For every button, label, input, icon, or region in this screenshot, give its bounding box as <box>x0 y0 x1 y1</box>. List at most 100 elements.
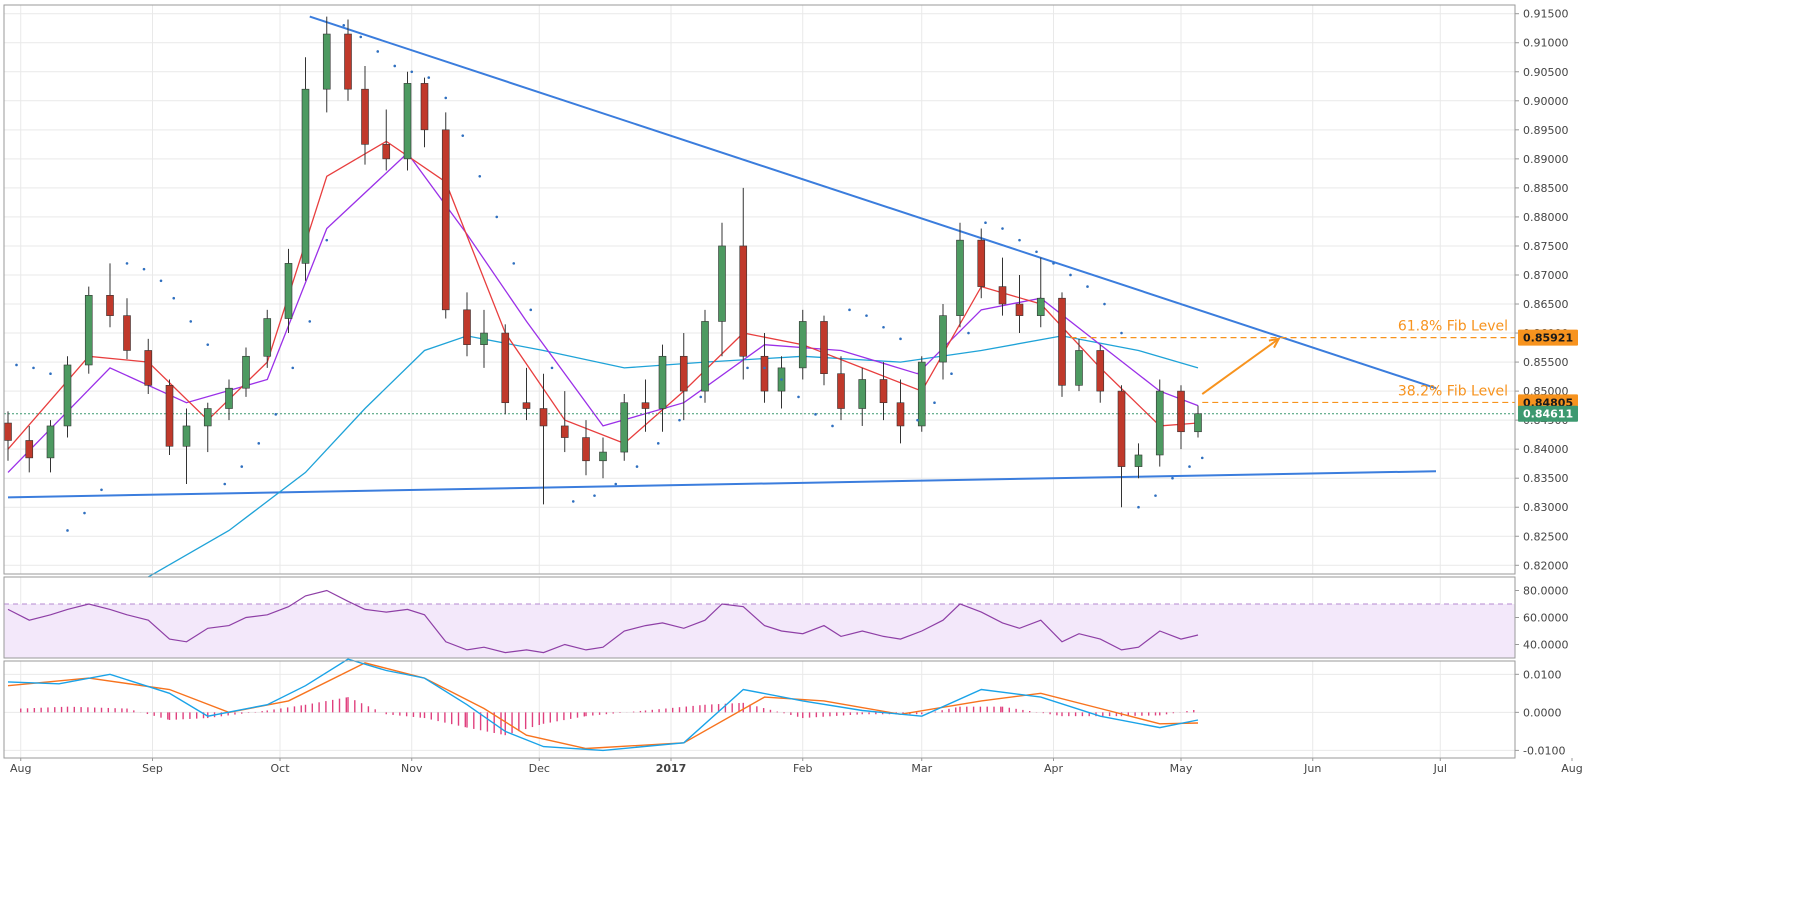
candle[interactable] <box>382 109 391 171</box>
candle-body[interactable] <box>463 309 471 345</box>
candle[interactable] <box>939 304 947 380</box>
candlestick-layer[interactable] <box>4 16 1202 508</box>
candle[interactable] <box>837 356 845 421</box>
candle[interactable] <box>739 187 748 380</box>
candle[interactable] <box>582 420 590 476</box>
candle-body[interactable] <box>420 83 429 131</box>
candle-body[interactable] <box>301 88 310 264</box>
candle-body[interactable] <box>582 437 590 462</box>
candle[interactable] <box>63 356 72 438</box>
candle-body[interactable] <box>242 355 250 389</box>
candle-body[interactable] <box>1194 413 1202 433</box>
candle-body[interactable] <box>1117 390 1126 467</box>
candle-body[interactable] <box>361 88 369 145</box>
candle[interactable] <box>1075 338 1083 392</box>
candle-body[interactable] <box>144 350 153 386</box>
candle[interactable] <box>501 324 510 415</box>
candle[interactable] <box>1194 405 1202 438</box>
candle[interactable] <box>344 19 352 101</box>
candle[interactable] <box>403 71 412 171</box>
candle-body[interactable] <box>25 440 34 459</box>
candle[interactable] <box>701 309 709 403</box>
candle-body[interactable] <box>123 315 131 351</box>
candle[interactable] <box>1096 344 1105 403</box>
candle[interactable] <box>917 356 926 432</box>
candle-body[interactable] <box>820 321 828 374</box>
candle[interactable] <box>620 394 629 461</box>
candle[interactable] <box>539 373 548 505</box>
candle[interactable] <box>225 379 233 421</box>
candle[interactable] <box>301 57 310 281</box>
candle-body[interactable] <box>165 385 174 447</box>
candle-body[interactable] <box>263 318 272 357</box>
candle[interactable] <box>123 298 131 360</box>
candle-body[interactable] <box>63 364 72 427</box>
candle-body[interactable] <box>84 295 93 366</box>
candle-body[interactable] <box>998 286 1007 305</box>
candle[interactable] <box>203 402 212 453</box>
candle-body[interactable] <box>1058 297 1066 386</box>
candle-body[interactable] <box>106 295 114 316</box>
candle[interactable] <box>1036 257 1045 328</box>
candle[interactable] <box>182 408 191 485</box>
candle-body[interactable] <box>225 387 233 409</box>
candle[interactable] <box>560 391 569 453</box>
candle-body[interactable] <box>658 355 667 409</box>
candle[interactable] <box>361 65 369 165</box>
candle[interactable] <box>1155 379 1164 467</box>
candle[interactable] <box>84 286 93 374</box>
candle-body[interactable] <box>718 245 726 322</box>
candle[interactable] <box>106 263 114 328</box>
candle-body[interactable] <box>599 451 607 462</box>
candle[interactable] <box>879 362 888 421</box>
candle[interactable] <box>263 309 272 368</box>
candle-body[interactable] <box>1015 303 1024 316</box>
candle[interactable] <box>46 420 55 473</box>
candle-body[interactable] <box>620 402 629 453</box>
candle[interactable] <box>858 367 867 426</box>
candle[interactable] <box>1058 292 1066 397</box>
candle-body[interactable] <box>4 422 12 441</box>
candle[interactable] <box>798 309 807 380</box>
candle[interactable] <box>242 347 250 397</box>
candle-body[interactable] <box>939 315 947 363</box>
candle[interactable] <box>1015 274 1024 334</box>
candle[interactable] <box>441 112 450 319</box>
candle-body[interactable] <box>798 321 807 369</box>
candle[interactable] <box>144 338 153 395</box>
candle[interactable] <box>1134 443 1143 479</box>
candle-body[interactable] <box>284 263 293 319</box>
candle-body[interactable] <box>977 239 986 287</box>
candle-body[interactable] <box>344 33 352 90</box>
candle[interactable] <box>165 379 174 455</box>
candle-body[interactable] <box>641 402 650 409</box>
candle-body[interactable] <box>896 402 905 427</box>
candle[interactable] <box>641 379 650 432</box>
candle-body[interactable] <box>403 83 412 160</box>
candle[interactable] <box>599 437 607 479</box>
candle-body[interactable] <box>1036 297 1045 316</box>
candle[interactable] <box>480 309 488 368</box>
candle[interactable] <box>896 379 905 444</box>
candle[interactable] <box>679 333 688 421</box>
candle-body[interactable] <box>1096 350 1105 392</box>
candle-body[interactable] <box>1075 350 1083 386</box>
candle-body[interactable] <box>522 402 531 409</box>
candle-body[interactable] <box>760 355 769 392</box>
candle-body[interactable] <box>46 425 55 459</box>
candle[interactable] <box>25 425 34 473</box>
candle[interactable] <box>956 222 964 328</box>
candle[interactable] <box>420 77 429 148</box>
candle[interactable] <box>718 222 726 357</box>
candle-body[interactable] <box>480 332 488 345</box>
candle[interactable] <box>1177 385 1185 450</box>
candle[interactable] <box>1117 385 1126 508</box>
candle-body[interactable] <box>739 245 748 357</box>
candle-body[interactable] <box>1134 454 1143 467</box>
candle-body[interactable] <box>539 408 548 427</box>
candle[interactable] <box>820 315 828 386</box>
candle[interactable] <box>998 257 1007 316</box>
candle[interactable] <box>522 367 531 421</box>
candle-body[interactable] <box>679 355 688 392</box>
candle-body[interactable] <box>182 425 191 447</box>
